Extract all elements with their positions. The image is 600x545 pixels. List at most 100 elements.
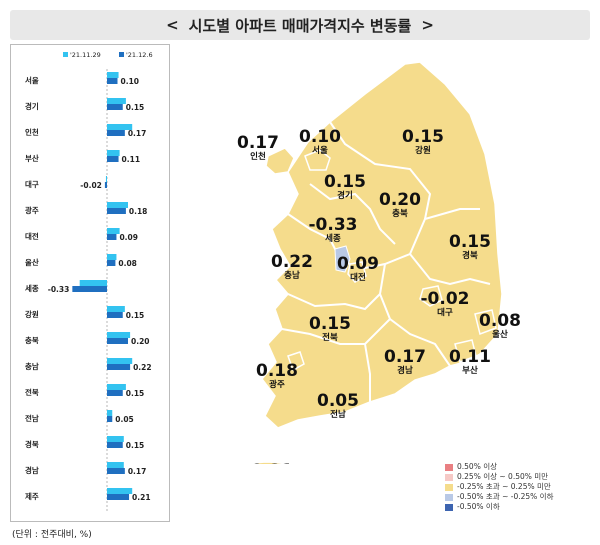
data-label: -0.33: [48, 285, 70, 294]
legend-row: -0.25% 초과 ~ 0.25% 미만: [445, 482, 595, 492]
legend-label: -0.50% 이하: [457, 502, 500, 511]
map-region-부산: 부산: [462, 365, 478, 376]
legend: 0.50% 이상 0.25% 이상 ~ 0.50% 미만 -0.25% 초과 ~ 0…: [445, 462, 595, 512]
category-label: 광주: [25, 205, 39, 215]
data-label: 0.20: [131, 337, 150, 346]
map-region-경북: 경북: [462, 250, 478, 261]
category-label: 인천: [25, 127, 39, 137]
category-label: 전북: [25, 387, 39, 397]
category-label: 부산: [25, 153, 39, 163]
category-label: 전남: [25, 413, 39, 423]
map-region-대전: 대전: [350, 272, 366, 283]
data-label: 0.15: [126, 311, 145, 320]
bar-prev: [107, 98, 126, 104]
bar-curr: [104, 182, 107, 188]
legend-swatch: [445, 503, 453, 511]
bar-curr: [107, 78, 118, 84]
bar-curr: [107, 364, 131, 370]
bar-curr: [107, 312, 123, 318]
legend-label: -0.25% 초과 ~ 0.25% 미만: [457, 482, 551, 491]
chevron-left-icon: <: [166, 16, 179, 34]
category-label: 대구: [25, 179, 39, 189]
category-label: 충남: [25, 361, 39, 371]
bar-legend: '21.11.29 '21.12.6: [63, 51, 153, 59]
bar-curr: [107, 494, 130, 500]
legend-swatch: [445, 493, 453, 501]
category-label: 경남: [25, 465, 39, 475]
bar-curr: [107, 416, 113, 422]
category-label: 경북: [25, 439, 39, 449]
bar-curr: [72, 286, 107, 292]
data-label: 0.05: [115, 415, 134, 424]
bar-curr: [107, 104, 123, 110]
data-label: 0.17: [128, 467, 147, 476]
data-label: 0.17: [128, 129, 147, 138]
bar-curr: [107, 338, 128, 344]
data-label: 0.15: [126, 389, 145, 398]
data-label: 0.08: [118, 259, 137, 268]
data-label: -0.02: [80, 181, 102, 190]
bar-prev: [107, 306, 125, 312]
legend-label: 0.50% 이상: [457, 462, 498, 471]
bar-curr: [107, 468, 125, 474]
map-daegu: [419, 285, 443, 307]
legend-label: 0.25% 이상 ~ 0.50% 미만: [457, 472, 549, 481]
map-busan: [454, 339, 477, 363]
map-value-인천: 0.17: [237, 133, 279, 153]
page-title-bar: < 시도별 아파트 매매가격지수 변동률 >: [10, 10, 590, 40]
unit-label: (단위 : 전주대비, %): [12, 530, 92, 540]
data-label: 0.18: [129, 207, 148, 216]
category-label: 세종: [25, 283, 39, 293]
map-value-제주: 0.21: [251, 461, 293, 464]
bar-prev: [107, 488, 133, 494]
map-region-세종: 세종: [325, 233, 341, 244]
map-region-서울: 서울: [312, 145, 328, 156]
legend-row: -0.50% 초과 ~ -0.25% 이하: [445, 492, 595, 502]
legend-swatch: [445, 463, 453, 471]
map-region-경남: 경남: [397, 365, 413, 376]
bar-curr: [107, 130, 125, 136]
data-label: 0.15: [126, 103, 145, 112]
data-label: 0.09: [119, 233, 138, 242]
map-value-전남: 0.05: [317, 391, 359, 411]
category-label: 대전: [25, 231, 39, 241]
bar-prev: [107, 358, 133, 364]
map-value-충북: 0.20: [379, 190, 421, 210]
map-region-울산: 울산: [492, 329, 508, 340]
map-region-광주: 광주: [269, 379, 285, 390]
map-region-충북: 충북: [392, 208, 408, 219]
bar-prev: [107, 462, 124, 468]
bar-chart-panel: '21.11.29 '21.12.6 서울 0.10 경기 0.15 인천 0.17 부산 0.1…: [10, 44, 170, 522]
map-region-전북: 전북: [322, 332, 338, 343]
bar-curr: [107, 156, 119, 162]
map-incheon-coast: [265, 147, 295, 175]
category-label: 제주: [25, 491, 39, 501]
category-label: 울산: [25, 257, 39, 267]
page-title: 시도별 아파트 매매가격지수 변동률: [188, 16, 412, 35]
map-value-대전: 0.09: [337, 254, 379, 274]
map-seoul: [304, 149, 331, 171]
map-value-대구: -0.02: [421, 289, 470, 309]
map-region-강원: 강원: [415, 145, 431, 156]
data-label: 0.10: [121, 77, 140, 86]
bar-prev: [107, 436, 124, 442]
legend-label-0: '21.11.29: [70, 51, 101, 59]
category-label: 경기: [25, 101, 39, 111]
legend-row: 0.50% 이상: [445, 462, 595, 472]
bar-chart: '21.11.29 '21.12.6 서울 0.10 경기 0.15 인천 0.17 부산 0.1…: [25, 51, 153, 513]
map-ulsan: [474, 309, 497, 335]
map-gwangju: [287, 351, 305, 372]
legend-label-1: '21.12.6: [126, 51, 153, 59]
bar-prev: [107, 332, 131, 338]
bar-prev: [107, 72, 119, 78]
map-jeju: [247, 461, 288, 464]
map-value-경기: 0.15: [324, 172, 366, 192]
map-daejeon: [347, 261, 367, 283]
legend-row: 0.25% 이상 ~ 0.50% 미만: [445, 472, 595, 482]
bar-prev: [79, 280, 107, 286]
map-value-서울: 0.10: [299, 127, 341, 147]
bar-curr: [107, 234, 117, 240]
bar-prev: [107, 254, 117, 260]
bar-curr: [107, 260, 116, 266]
